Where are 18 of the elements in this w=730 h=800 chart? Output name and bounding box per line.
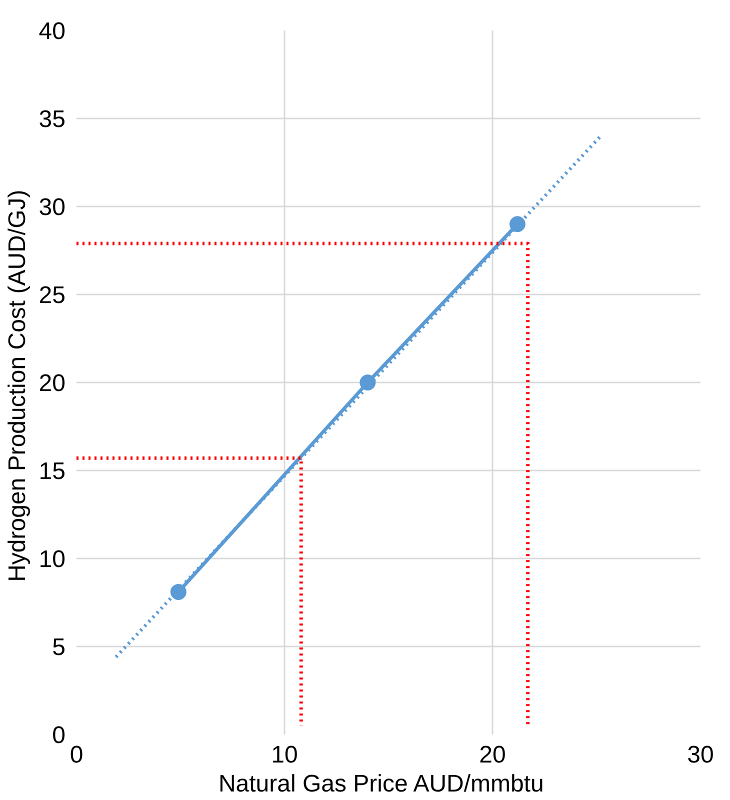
point: [360, 374, 376, 390]
point: [170, 584, 186, 600]
point: [509, 216, 526, 232]
x-tick-label: 20: [479, 742, 506, 768]
y-tick-label: 20: [38, 370, 66, 397]
y-tick-label: 0: [52, 722, 66, 749]
y-tick-label: 30: [38, 194, 66, 221]
x-tick-label: 0: [70, 742, 84, 768]
y-axis-title: Hydrogen Production Cost (AUD/GJ): [4, 190, 31, 582]
y-tick-label: 15: [38, 458, 66, 485]
y-tick-label: 10: [38, 546, 66, 573]
y-tick-label: 40: [38, 18, 66, 45]
y-tick-label: 5: [52, 634, 66, 661]
y-tick-label: 25: [38, 282, 66, 309]
x-tick-label: 10: [271, 742, 298, 768]
x-tick-label: 30: [687, 742, 714, 768]
x-axis-title: Natural Gas Price AUD/mmbtu: [218, 770, 544, 798]
y-tick-label: 35: [38, 106, 66, 133]
